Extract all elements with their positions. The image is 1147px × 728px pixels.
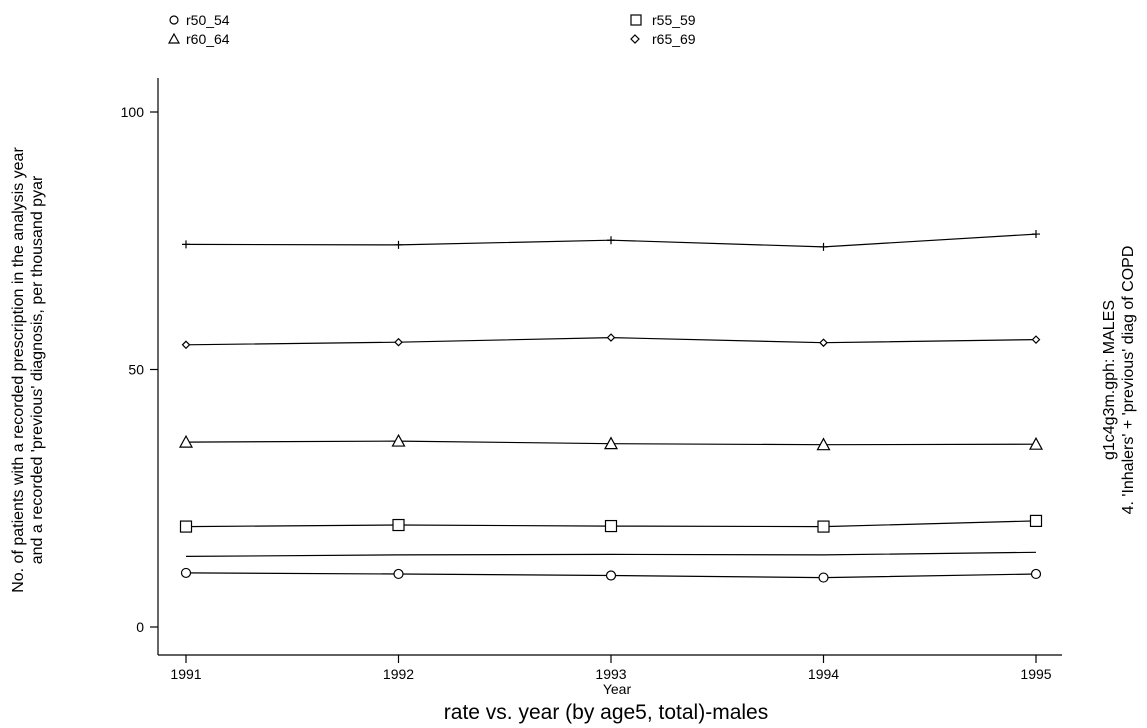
data-point-circle bbox=[818, 572, 829, 583]
data-point-plus bbox=[607, 236, 615, 245]
series-layer bbox=[178, 230, 1044, 583]
chart-title: rate vs. year (by age5, total)-males bbox=[444, 701, 768, 724]
legend-label: r55_59 bbox=[652, 12, 696, 28]
data-point-plus bbox=[819, 242, 828, 251]
series-r55_59 bbox=[179, 514, 1043, 533]
series-r50_54 bbox=[180, 567, 1042, 583]
data-point-square bbox=[392, 518, 405, 532]
y-tick-label: 100 bbox=[121, 104, 145, 120]
legend-item-r50_54: r50_54 bbox=[169, 12, 230, 28]
data-point-circle bbox=[605, 570, 617, 581]
y-tick-label: 50 bbox=[128, 362, 144, 378]
legend-label: r65_69 bbox=[652, 31, 696, 47]
data-point-circle bbox=[1030, 568, 1042, 580]
y-axis-label-line1: No. of patients with a recorded prescrip… bbox=[10, 147, 27, 593]
series-unlabeled-5 bbox=[185, 551, 1037, 558]
x-axis-ticks: 1991 1992 1993 1994 1995 bbox=[170, 655, 1052, 682]
legend: r50_54 r55_59 r60_64 r65_69 bbox=[167, 12, 696, 47]
data-point-triangle bbox=[1028, 436, 1044, 450]
series-line bbox=[185, 551, 1037, 558]
legend-marker-square bbox=[630, 14, 642, 26]
series-r60_64 bbox=[178, 433, 1044, 451]
legend-label: r60_64 bbox=[186, 31, 230, 47]
data-point-diamond bbox=[819, 338, 828, 348]
legend-item-r60_64: r60_64 bbox=[167, 31, 230, 47]
series-r65_69 bbox=[181, 333, 1041, 350]
legend-item-r65_69: r65_69 bbox=[630, 31, 696, 47]
data-point-diamond bbox=[1031, 335, 1041, 344]
y-axis-ticks: 0 50 100 bbox=[121, 104, 158, 635]
legend-marker-circle bbox=[169, 15, 179, 25]
side-note-line1: g1c4g3m.gph: MALES bbox=[1101, 300, 1118, 460]
data-point-diamond bbox=[394, 337, 403, 347]
data-point-triangle bbox=[603, 436, 619, 450]
data-point-square bbox=[604, 519, 618, 533]
x-tick-label: 1992 bbox=[383, 666, 414, 682]
x-tick-label: 1993 bbox=[595, 666, 626, 682]
y-axis-label-line2: and a recorded 'previous' diagnosis, per… bbox=[29, 175, 46, 564]
data-point-diamond bbox=[181, 340, 191, 350]
legend-marker-diamond bbox=[630, 34, 640, 44]
data-point-triangle bbox=[178, 434, 194, 448]
data-point-plus bbox=[1032, 230, 1040, 239]
data-point-triangle bbox=[816, 437, 831, 451]
side-note-line2: 4. 'Inhalers' + 'previous' diag of COPD bbox=[1120, 246, 1137, 515]
data-point-square bbox=[179, 520, 193, 533]
x-axis-label: Year bbox=[603, 681, 632, 697]
data-point-square bbox=[1029, 514, 1043, 528]
data-point-triangle bbox=[391, 433, 406, 447]
data-point-plus bbox=[182, 240, 190, 249]
data-point-circle bbox=[393, 568, 404, 580]
data-point-plus bbox=[394, 240, 403, 249]
y-tick-label: 0 bbox=[136, 619, 144, 635]
data-point-circle bbox=[180, 567, 192, 579]
legend-item-r55_59: r55_59 bbox=[630, 12, 696, 28]
legend-label: r50_54 bbox=[186, 12, 230, 28]
legend-marker-triangle bbox=[167, 32, 181, 44]
data-point-square bbox=[817, 520, 830, 533]
x-tick-label: 1994 bbox=[808, 666, 839, 682]
data-point-diamond bbox=[606, 333, 616, 342]
x-tick-label: 1995 bbox=[1020, 666, 1051, 682]
x-tick-label: 1991 bbox=[170, 666, 201, 682]
series-unlabeled-4 bbox=[182, 230, 1040, 251]
